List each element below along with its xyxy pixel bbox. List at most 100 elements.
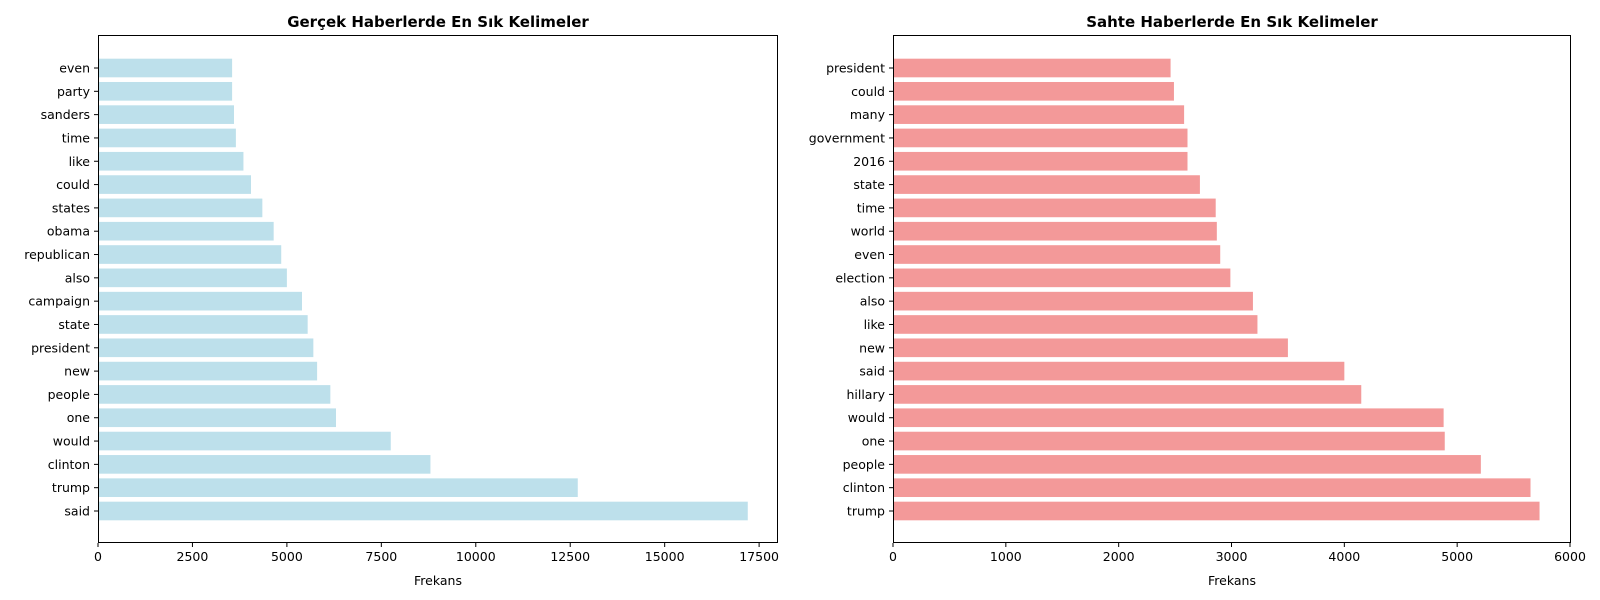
x-tick-labels: 0 2500 5000 7500 10000 12500 15000 17500 (94, 543, 779, 564)
y-tick-label: even (59, 61, 90, 76)
y-tick-label: could (851, 84, 885, 99)
y-tick-label: could (56, 177, 90, 192)
y-tick-label: like (864, 317, 886, 332)
x-tick-label: 1000 (990, 549, 1022, 564)
bar-would (893, 408, 1444, 428)
bar-even (893, 245, 1221, 264)
bar-election (893, 268, 1231, 288)
x-tick-label: 5000 (1441, 549, 1473, 564)
bar-could (893, 81, 1174, 101)
bar-hillary (893, 385, 1362, 404)
y-tick-label: obama (47, 224, 90, 239)
y-tick-label: clinton (48, 457, 90, 472)
x-tick-label: 7500 (365, 549, 397, 564)
y-tick-label: states (52, 200, 90, 215)
bar-president (98, 338, 314, 358)
y-tick-label: time (62, 130, 91, 145)
bar-sanders (98, 105, 234, 124)
bar-one (98, 408, 336, 428)
bar-trump (98, 478, 578, 498)
y-tick-label: state (853, 177, 885, 192)
bar-states (98, 198, 263, 218)
y-tick-label: clinton (843, 480, 885, 495)
y-tick-label: also (65, 270, 90, 285)
y-tick-label: one (862, 434, 886, 449)
y-tick-label: president (826, 61, 885, 76)
y-tick-label: 2016 (853, 154, 885, 169)
y-tick-label: trump (847, 504, 885, 519)
y-tick-label: many (850, 107, 886, 122)
x-tick-label: 12500 (550, 549, 590, 564)
y-tick-label: also (860, 294, 885, 309)
y-tick-label: said (859, 364, 885, 379)
y-tick-label: even (854, 247, 885, 262)
y-tick-label: time (857, 200, 886, 215)
bar-people (98, 385, 331, 404)
x-tick-label: 15000 (645, 549, 685, 564)
y-tick-label: like (69, 154, 91, 169)
bar-also (98, 268, 287, 288)
y-tick-label: new (64, 364, 90, 379)
y-tick-label: world (851, 224, 885, 239)
y-tick-label: president (31, 340, 90, 355)
bar-president (893, 58, 1171, 78)
bar-2016 (893, 151, 1188, 171)
x-tick-label: 4000 (1328, 549, 1360, 564)
bar-party (98, 81, 233, 101)
bar-clinton (98, 455, 431, 474)
x-tick-label: 10000 (456, 549, 496, 564)
bar-campaign (98, 291, 302, 311)
x-axis-label: Frekans (1208, 573, 1256, 588)
x-tick-label: 3000 (1216, 549, 1248, 564)
bar-new (98, 361, 318, 381)
x-tick-label: 2000 (1103, 549, 1135, 564)
y-tick-label: one (67, 410, 91, 425)
x-tick-label: 17500 (739, 549, 779, 564)
y-tick-labels: trump clinton people one would hillary said new… (809, 61, 893, 519)
y-tick-label: government (809, 130, 885, 145)
axes-frame (893, 35, 1571, 543)
bar-like (893, 315, 1258, 334)
bar-state (98, 315, 308, 334)
bar-clinton (893, 478, 1531, 498)
y-tick-label: hillary (846, 387, 885, 402)
bar-state (893, 175, 1200, 194)
bar-many (893, 105, 1185, 124)
bar-could (98, 175, 251, 194)
y-tick-label: election (835, 270, 885, 285)
chart-title: Gerçek Haberlerde En Sık Kelimeler (287, 13, 589, 31)
y-tick-label: new (859, 340, 885, 355)
bar-obama (98, 221, 274, 241)
y-tick-label: would (53, 434, 90, 449)
bar-one (893, 431, 1445, 451)
bar-time (893, 198, 1216, 218)
bar-government (893, 128, 1188, 148)
bar-world (893, 221, 1217, 241)
y-tick-label: people (843, 457, 886, 472)
bar-said (98, 501, 748, 521)
x-axis-label: Frekans (414, 573, 462, 588)
y-tick-label: trump (52, 480, 90, 495)
y-tick-label: would (848, 410, 885, 425)
x-tick-labels: 0 1000 2000 3000 4000 5000 6000 (889, 543, 1586, 564)
x-tick-label: 6000 (1554, 549, 1586, 564)
y-tick-label: republican (24, 247, 90, 262)
bar-group (98, 58, 748, 521)
x-tick-label: 2500 (177, 549, 209, 564)
chart-fake-news: Sahte Haberlerde En Sık Kelimeler trump c… (809, 13, 1586, 588)
bar-people (893, 455, 1481, 474)
bar-new (893, 338, 1288, 358)
axes-frame (98, 35, 778, 543)
x-tick-label: 0 (94, 549, 102, 564)
x-tick-label: 0 (889, 549, 897, 564)
y-tick-label: people (48, 387, 91, 402)
chart-title: Sahte Haberlerde En Sık Kelimeler (1086, 13, 1378, 31)
bar-would (98, 431, 391, 451)
bar-group (893, 58, 1540, 521)
chart-real-news: Gerçek Haberlerde En Sık Kelimeler said t… (24, 13, 779, 588)
y-tick-label: said (64, 504, 90, 519)
bar-like (98, 151, 244, 171)
bar-republican (98, 245, 282, 264)
bar-also (893, 291, 1253, 311)
